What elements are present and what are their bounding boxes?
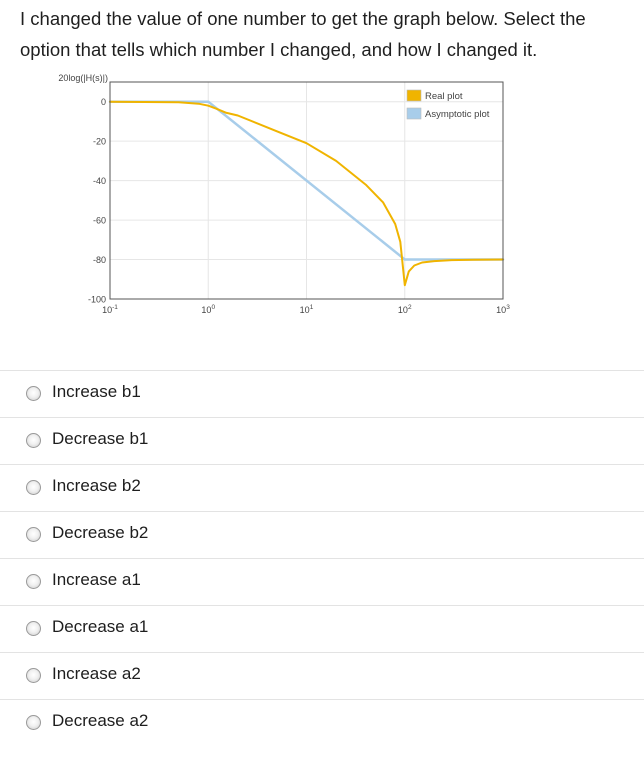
answer-option[interactable]: Increase a1 [0,558,644,605]
answer-option[interactable]: Increase a2 [0,652,644,699]
answer-option-label: Decrease a1 [52,617,149,636]
radio-button[interactable] [26,668,41,683]
x-tick-label: 100 [201,304,215,315]
x-tick-label: 102 [398,304,412,315]
radio-button[interactable] [26,386,41,401]
answer-option[interactable]: Increase b2 [0,464,644,511]
y-tick-label: -40 [93,176,106,186]
answer-option-label: Decrease a2 [52,711,149,730]
legend-label: Asymptotic plot [425,109,490,120]
radio-button[interactable] [26,621,41,636]
legend-swatch [406,107,422,120]
answer-option-label: Decrease b2 [52,523,149,542]
radio-button[interactable] [26,574,41,589]
answer-option-label: Increase a1 [52,570,141,589]
y-tick-label: -100 [88,295,106,305]
answer-option-label: Increase b1 [52,382,141,401]
plot-area-frame [109,81,504,300]
y-tick-label: -20 [93,137,106,147]
question-text: I changed the value of one number to get… [20,8,586,60]
answer-option-label: Decrease b1 [52,429,149,448]
x-tick-label: 10-1 [102,304,118,315]
legend-label: Real plot [425,91,463,102]
answer-option-label: Increase a2 [52,664,141,683]
series-line [109,100,504,287]
answer-option[interactable]: Decrease a2 [0,699,644,746]
answer-option-label: Increase b2 [52,476,141,495]
legend-swatch [406,89,422,102]
legend: Real plot Asymptotic plot [406,89,490,120]
answer-option[interactable]: Decrease b1 [0,417,644,464]
x-tick-label: 103 [496,304,510,315]
answer-option[interactable]: Increase b1 [0,370,644,417]
radio-button[interactable] [26,433,41,448]
y-tick-label: 0 [101,97,106,107]
radio-button[interactable] [26,480,41,495]
answer-option[interactable]: Decrease a1 [0,605,644,652]
y-tick-label: -60 [93,216,106,226]
radio-button[interactable] [26,527,41,542]
x-tick-label: 101 [300,304,314,315]
answer-options: Increase b1 Decrease b1 Increase b2 Decreas… [0,370,644,746]
radio-button[interactable] [26,715,41,730]
y-tick-label: -80 [93,255,106,265]
answer-option[interactable]: Decrease b2 [0,511,644,558]
y-axis-label: 20log(|H(s)|) [58,73,108,83]
bode-magnitude-chart: 20log(|H(s)|) 0 -20 -40 -60 -80 -100 10-1 100 101… [0,70,520,330]
